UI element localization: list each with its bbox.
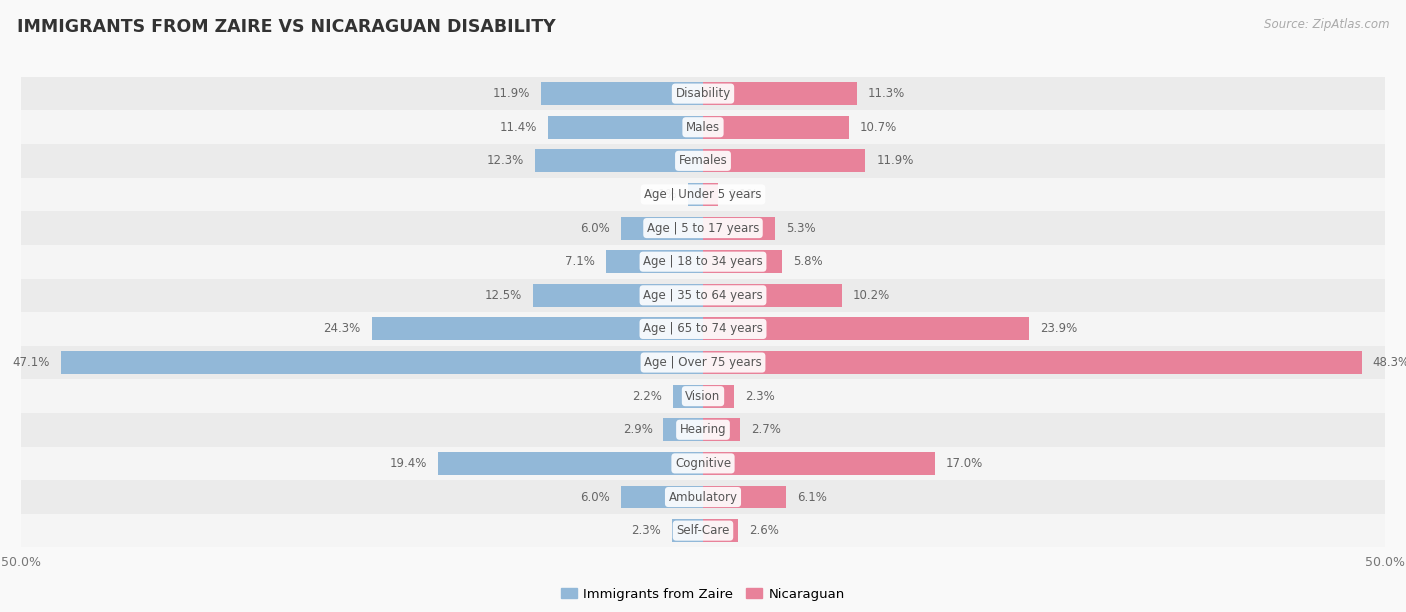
Bar [21,177,1385,211]
Text: 6.0%: 6.0% [581,222,610,234]
Text: 12.3%: 12.3% [486,154,524,167]
Text: 7.1%: 7.1% [565,255,595,268]
Bar [21,245,1385,278]
Text: Age | 5 to 17 years: Age | 5 to 17 years [647,222,759,234]
Text: 1.1%: 1.1% [728,188,759,201]
Text: Disability: Disability [675,87,731,100]
Bar [703,149,865,172]
Text: 24.3%: 24.3% [323,323,361,335]
Bar [672,519,703,542]
Bar [703,351,1362,374]
Bar [703,419,740,441]
Text: Age | 35 to 64 years: Age | 35 to 64 years [643,289,763,302]
Bar [703,284,842,307]
Text: Females: Females [679,154,727,167]
Bar [703,452,935,475]
Bar [703,385,734,408]
Text: 12.5%: 12.5% [484,289,522,302]
Bar [21,211,1385,245]
Text: 10.2%: 10.2% [853,289,890,302]
Text: 2.3%: 2.3% [631,524,661,537]
Bar [21,447,1385,480]
Bar [21,413,1385,447]
Bar [536,149,703,172]
Bar [21,379,1385,413]
Text: 11.9%: 11.9% [492,87,530,100]
Text: IMMIGRANTS FROM ZAIRE VS NICARAGUAN DISABILITY: IMMIGRANTS FROM ZAIRE VS NICARAGUAN DISA… [17,18,555,36]
Bar [703,116,849,139]
Bar [21,278,1385,312]
Text: 2.7%: 2.7% [751,424,780,436]
Text: 2.3%: 2.3% [745,390,775,403]
Text: 19.4%: 19.4% [389,457,427,470]
Bar [439,452,703,475]
Text: 23.9%: 23.9% [1040,323,1077,335]
Bar [60,351,703,374]
Bar [371,318,703,340]
Bar [21,514,1385,548]
Bar [21,144,1385,177]
Bar [703,82,858,105]
Bar [673,385,703,408]
Bar [21,346,1385,379]
Text: 6.0%: 6.0% [581,490,610,504]
Bar [547,116,703,139]
Bar [703,250,782,273]
Text: 17.0%: 17.0% [946,457,983,470]
Bar [606,250,703,273]
Bar [21,480,1385,514]
Text: 2.6%: 2.6% [749,524,779,537]
Bar [703,183,718,206]
Text: Cognitive: Cognitive [675,457,731,470]
Text: Self-Care: Self-Care [676,524,730,537]
Text: 47.1%: 47.1% [13,356,49,369]
Text: Males: Males [686,121,720,134]
Text: 5.8%: 5.8% [793,255,823,268]
Text: 6.1%: 6.1% [797,490,827,504]
Bar [21,76,1385,110]
Bar [621,217,703,239]
Text: Source: ZipAtlas.com: Source: ZipAtlas.com [1264,18,1389,31]
Text: Age | 18 to 34 years: Age | 18 to 34 years [643,255,763,268]
Text: 10.7%: 10.7% [860,121,897,134]
Text: 1.1%: 1.1% [647,188,678,201]
Text: Age | Under 5 years: Age | Under 5 years [644,188,762,201]
Text: 5.3%: 5.3% [786,222,815,234]
Bar [621,485,703,509]
Bar [703,485,786,509]
Text: 2.2%: 2.2% [633,390,662,403]
Text: 11.4%: 11.4% [499,121,537,134]
Text: Age | Over 75 years: Age | Over 75 years [644,356,762,369]
Text: 11.9%: 11.9% [876,154,914,167]
Text: Ambulatory: Ambulatory [668,490,738,504]
Text: Vision: Vision [685,390,721,403]
Text: 11.3%: 11.3% [868,87,905,100]
Bar [688,183,703,206]
Text: Age | 65 to 74 years: Age | 65 to 74 years [643,323,763,335]
Legend: Immigrants from Zaire, Nicaraguan: Immigrants from Zaire, Nicaraguan [555,583,851,606]
Bar [703,217,775,239]
Bar [541,82,703,105]
Bar [533,284,703,307]
Text: Hearing: Hearing [679,424,727,436]
Bar [664,419,703,441]
Bar [703,318,1029,340]
Bar [21,312,1385,346]
Bar [703,519,738,542]
Text: 48.3%: 48.3% [1372,356,1406,369]
Bar [21,110,1385,144]
Text: 2.9%: 2.9% [623,424,652,436]
